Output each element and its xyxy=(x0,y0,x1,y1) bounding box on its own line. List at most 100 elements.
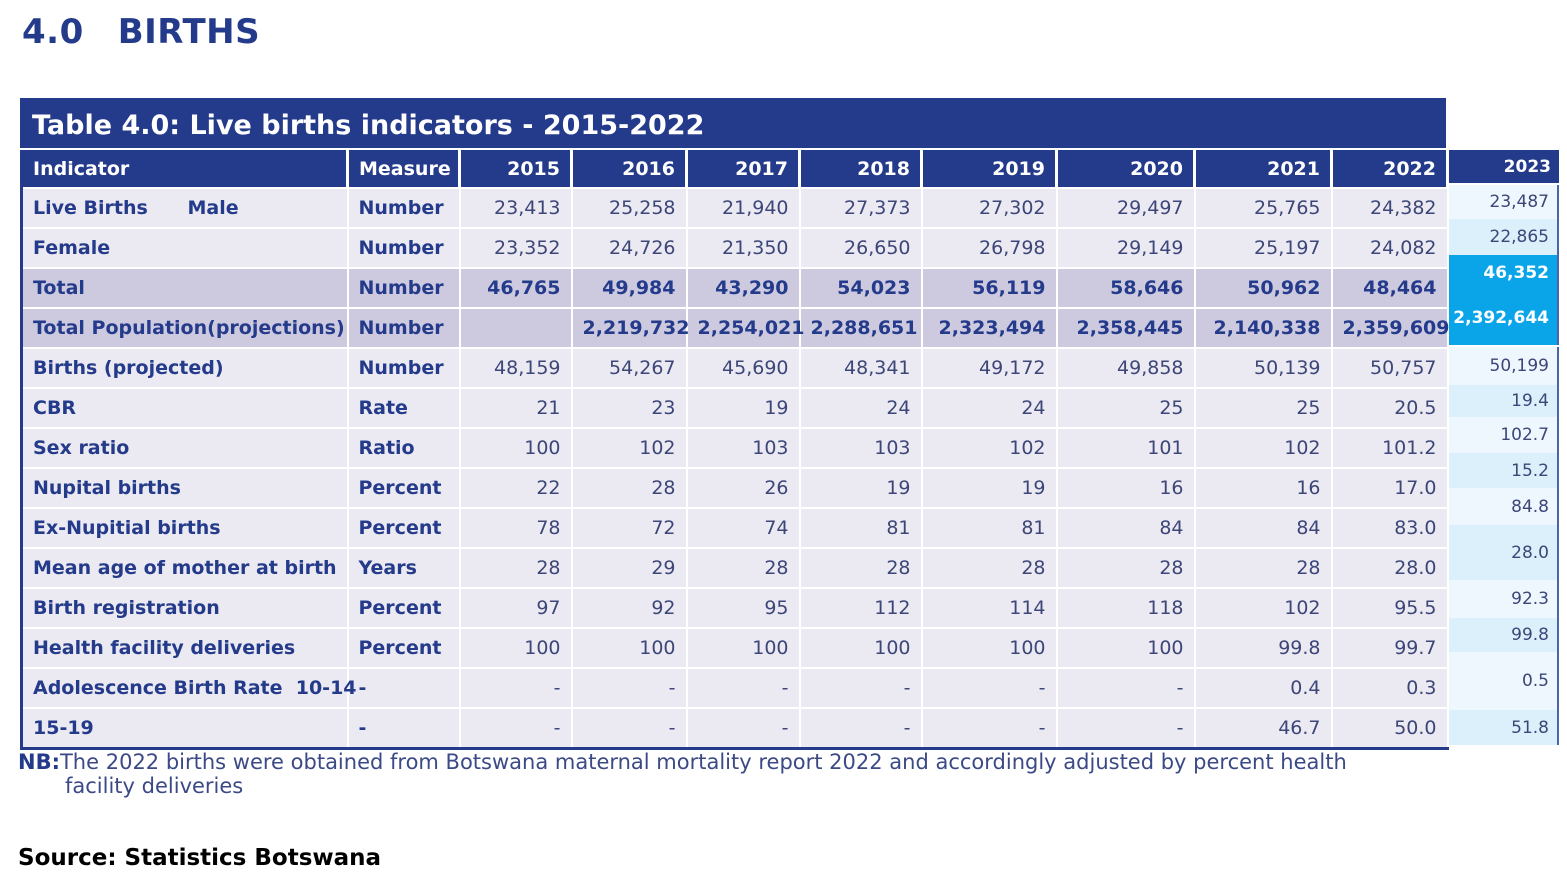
value-cell: 28.0 xyxy=(1331,547,1449,589)
table-row: Health facility deliveries Percent 100 100 1… xyxy=(21,627,1449,669)
indicator-cell: Nupital births xyxy=(21,467,349,509)
value-cell: 19 xyxy=(921,467,1058,509)
table-row: 15-19- - - - - - -46.7 50.0 xyxy=(21,707,1449,750)
value-cell: 74 xyxy=(686,507,801,549)
value-cell-2023: 15.2 xyxy=(1449,453,1559,488)
value-cell: - xyxy=(799,667,923,709)
table-row: Nupital births Percent 22 28 26 19 19 16 16 17.0 xyxy=(21,467,1449,509)
column-header: 2021 xyxy=(1194,150,1333,188)
value-cell: 20.5 xyxy=(1331,387,1449,429)
value-cell: 114 xyxy=(921,587,1058,629)
note-text: The 2022 births were obtained from Botsw… xyxy=(59,750,1347,774)
measure-cell: Percent xyxy=(347,627,461,669)
value-cell: 25,258 xyxy=(571,187,688,229)
value-cell: 49,984 xyxy=(571,267,688,309)
value-cell: 25 xyxy=(1056,387,1196,429)
table-row: Adolescence Birth Rate 10-14- - - - - - -0.4 0.… xyxy=(21,667,1449,709)
value-cell-2023: 92.3 xyxy=(1449,580,1559,618)
indicator-cell: Adolescence Birth Rate 10-14 xyxy=(21,667,357,709)
value-cell: 2,254,021 xyxy=(686,307,804,349)
header-row: Indicator Measure 2015 2016 2017 2018 2019 2020… xyxy=(21,150,1449,188)
value-cell: 48,341 xyxy=(799,347,923,389)
value-cell: 103 xyxy=(686,427,801,469)
indicator-cell: Live Births Male xyxy=(21,187,349,229)
source: Source: Statistics Botswana xyxy=(18,845,382,871)
value-cell: 50,757 xyxy=(1331,347,1449,389)
column-header: 2017 xyxy=(686,150,801,188)
indicator-cell: Sex ratio xyxy=(21,427,349,469)
value-cell: - xyxy=(686,667,801,709)
measure-cell: Years xyxy=(347,547,461,589)
value-cell: 100 xyxy=(921,627,1058,669)
value-cell-2023: 2,392,644 xyxy=(1449,290,1559,345)
section-title: BIRTHS xyxy=(117,12,261,52)
measure-cell: Number xyxy=(347,187,461,229)
value-cell: 19 xyxy=(686,387,801,429)
value-cell: 28 xyxy=(921,547,1058,589)
value-cell: 24,726 xyxy=(571,227,688,269)
value-cell: 28 xyxy=(1056,547,1196,589)
value-cell: 29,497 xyxy=(1056,187,1196,229)
value-cell: 28 xyxy=(459,547,573,589)
value-cell: 81 xyxy=(799,507,923,549)
births-table: Indicator Measure 2015 2016 2017 2018 2019 2020… xyxy=(20,150,1449,750)
measure-cell: Number xyxy=(347,227,461,269)
value-cell: 103 xyxy=(799,427,923,469)
value-cell: - xyxy=(459,707,573,750)
value-cell: - xyxy=(921,667,1058,709)
value-cell: 2,219,732 xyxy=(571,307,689,349)
value-cell: 17.0 xyxy=(1331,467,1449,509)
value-cell: 72 xyxy=(571,507,688,549)
value-cell-2023: 23,487 xyxy=(1449,185,1559,219)
value-cell: 46,765 xyxy=(459,267,573,309)
indicator-cell: Total xyxy=(21,267,349,309)
indicator-cell: Female xyxy=(21,227,349,269)
column-header: 2022 xyxy=(1331,150,1449,188)
value-cell: 21 xyxy=(459,387,573,429)
measure-cell: Number xyxy=(347,347,461,389)
value-cell-2023: 46,352 xyxy=(1449,255,1559,290)
value-cell: - xyxy=(921,707,1058,750)
note-label: NB: xyxy=(18,750,60,774)
value-cell-2023: 102.7 xyxy=(1449,417,1559,453)
measure-cell: Number xyxy=(347,307,461,349)
value-cell: 92 xyxy=(571,587,688,629)
value-cell-2023: 28.0 xyxy=(1449,525,1559,580)
measure-cell: Percent xyxy=(347,467,461,509)
table-row: Total Population(projections) Number 2,219… xyxy=(21,307,1449,349)
value-cell: 95.5 xyxy=(1331,587,1449,629)
value-cell: 81 xyxy=(921,507,1058,549)
value-cell: - xyxy=(459,667,573,709)
column-header: 2019 xyxy=(921,150,1058,188)
value-cell: 49,858 xyxy=(1056,347,1196,389)
value-cell: - xyxy=(1056,707,1196,750)
column-header: 2018 xyxy=(799,150,923,188)
value-cell: 28 xyxy=(799,547,923,589)
value-cell: 118 xyxy=(1056,587,1196,629)
table-row: Ex-Nupitial births Percent 78 72 74 81 81 84 84 8… xyxy=(21,507,1449,549)
note: NB:The 2022 births were obtained from Bo… xyxy=(18,750,1378,798)
value-cell: 21,940 xyxy=(686,187,801,229)
value-cell-2023: 84.8 xyxy=(1449,488,1559,525)
value-cell: 46.7 xyxy=(1194,707,1333,750)
value-cell: 23,352 xyxy=(459,227,573,269)
column-header-2023: 2023 xyxy=(1449,150,1559,183)
value-cell: 102 xyxy=(1194,587,1333,629)
value-cell: 95 xyxy=(686,587,801,629)
value-cell: - xyxy=(686,707,801,750)
value-cell: 45,690 xyxy=(686,347,801,389)
value-cell: 97 xyxy=(459,587,573,629)
indicator-cell: Ex-Nupitial births xyxy=(21,507,349,549)
measure-cell: Ratio xyxy=(347,427,461,469)
value-cell: 27,302 xyxy=(921,187,1058,229)
value-cell: 100 xyxy=(799,627,923,669)
value-cell: 102 xyxy=(571,427,688,469)
value-cell-2023: 22,865 xyxy=(1449,219,1559,255)
value-cell: 54,023 xyxy=(799,267,923,309)
value-cell: 84 xyxy=(1056,507,1196,549)
table-row: Births (projected) Number 48,159 54,267 45,6… xyxy=(21,347,1449,389)
value-cell: 78 xyxy=(459,507,573,549)
value-cell: 43,290 xyxy=(686,267,801,309)
value-cell: 23 xyxy=(571,387,688,429)
value-cell: 102 xyxy=(1194,427,1333,469)
